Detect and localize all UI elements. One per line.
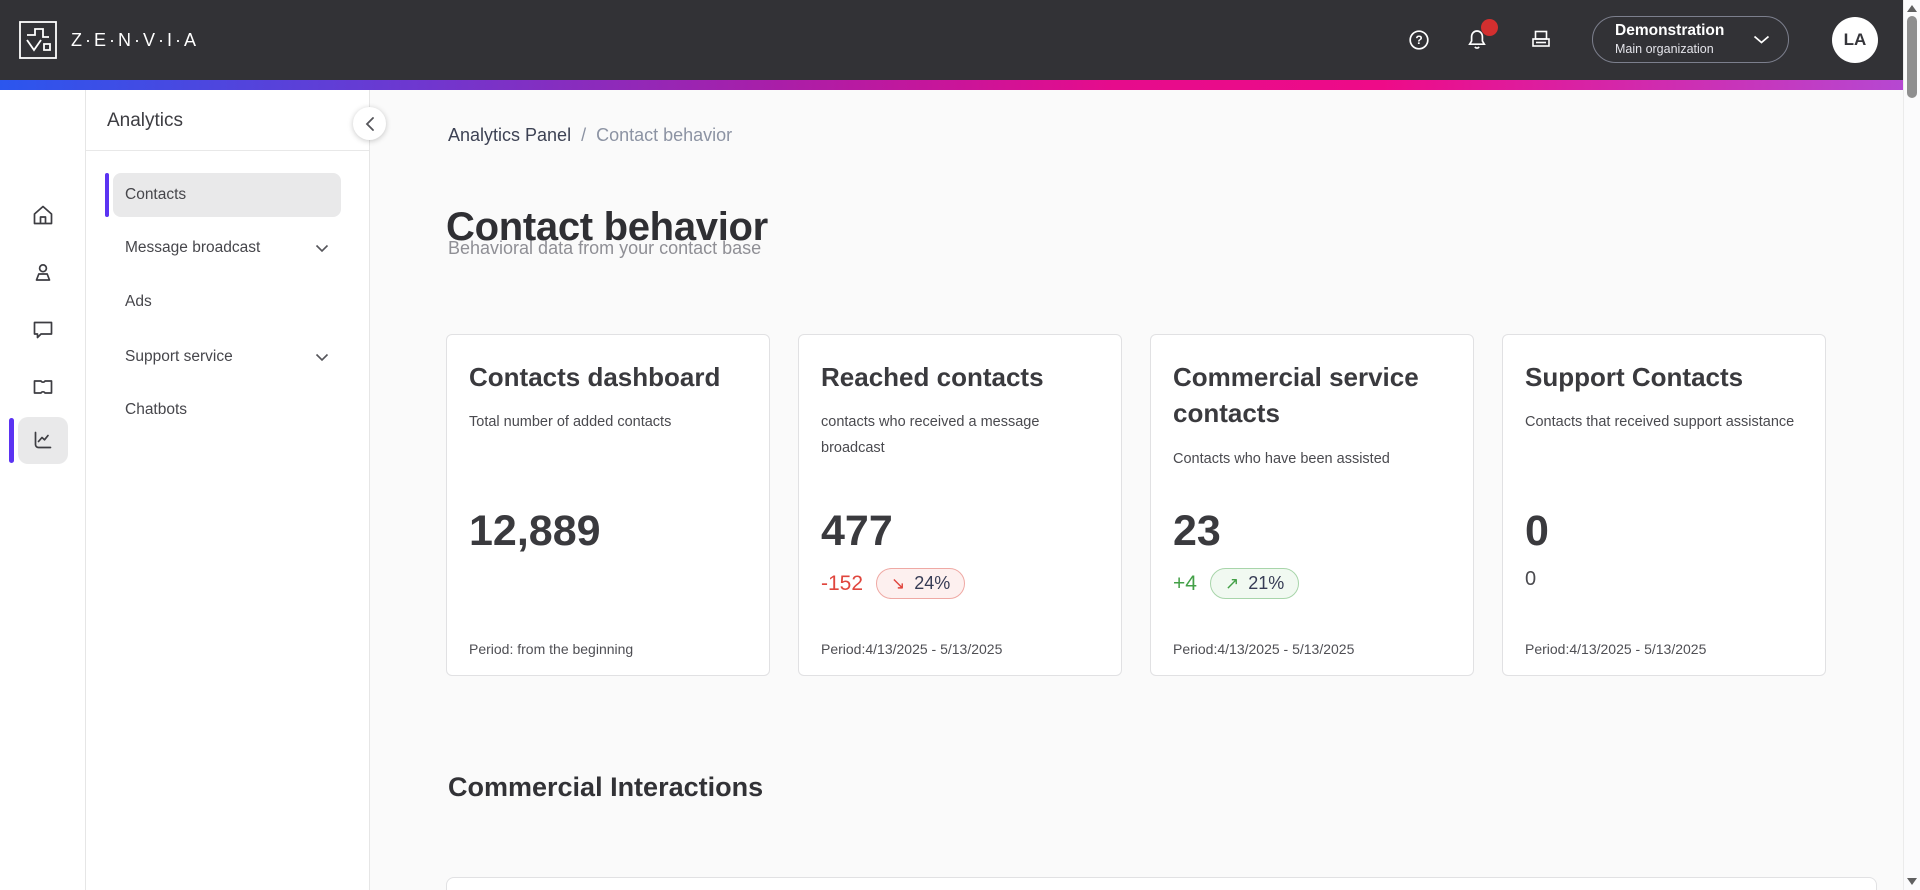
printer-icon	[1528, 27, 1554, 53]
trend-percentage: 21%	[1248, 573, 1285, 593]
scrollbar-down-arrow-icon[interactable]	[1907, 878, 1917, 885]
sidebar-item-label: Support service	[125, 348, 233, 365]
analytics-menu: Analytics Contacts Message broadcast Ads…	[86, 90, 370, 890]
menu-active-indicator	[105, 173, 109, 217]
sidebar-item-label: Contacts	[125, 186, 187, 203]
card-description: contacts who received a message broadcas…	[821, 414, 1040, 457]
organization-labels: Demonstration Main organization	[1615, 21, 1724, 57]
chevron-left-icon	[365, 116, 375, 132]
arrow-down-right-icon: ↘	[891, 573, 906, 593]
card-title: Reached contacts	[821, 362, 1044, 392]
menu-title: Analytics	[107, 110, 184, 131]
scrollbar-up-arrow-icon[interactable]	[1907, 5, 1917, 12]
topbar: Z·E·N·V·I·A ?	[0, 0, 1920, 80]
trend-badge: ↘ 24%	[876, 568, 966, 599]
section-title-commercial-interactions: Commercial Interactions	[448, 772, 764, 803]
rail-active-background	[18, 417, 68, 464]
card-delta-row: -152 ↘ 24%	[821, 568, 966, 599]
chevron-down-icon	[315, 353, 329, 362]
page-title: Contact behavior	[446, 204, 768, 249]
brand: Z·E·N·V·I·A	[18, 0, 199, 80]
card-delta-row: 0	[1525, 568, 1536, 591]
sidebar-item-support-service[interactable]: Support service	[113, 335, 341, 379]
rail-item-conversations[interactable]	[30, 317, 56, 343]
card-period: Period:4/13/2025 - 5/13/2025	[1173, 641, 1355, 657]
icon-rail: ⚙	[0, 90, 86, 890]
organization-name: Demonstration	[1615, 22, 1725, 40]
kpi-card-support-contacts: Support Contacts Contacts that received …	[1502, 334, 1826, 676]
sidebar-item-label: Ads	[125, 293, 152, 310]
card-description: Total number of added contacts	[469, 414, 672, 431]
card-title: Support Contacts	[1525, 362, 1744, 392]
help-button[interactable]: ?	[1400, 21, 1438, 59]
home-icon	[30, 202, 56, 228]
trend-badge: ↗ 21%	[1209, 568, 1300, 599]
breadcrumb-separator: /	[581, 125, 587, 145]
user-icon	[30, 260, 56, 286]
line-chart-icon	[30, 427, 56, 453]
breadcrumb-current: Contact behavior	[596, 125, 733, 145]
ticket-icon	[30, 374, 56, 400]
breadcrumb: Analytics Panel / Contact behavior	[448, 125, 732, 146]
card-value: 477	[821, 507, 893, 555]
card-description: Contacts that received support assistanc…	[1525, 414, 1795, 431]
card-period: Period: from the beginning	[469, 641, 634, 657]
sidebar-item-message-broadcast[interactable]: Message broadcast	[113, 226, 341, 270]
svg-text:?: ?	[1415, 33, 1422, 47]
card-description: Contacts who have been assisted	[1173, 450, 1390, 467]
card-period: Period:4/13/2025 - 5/13/2025	[821, 641, 1003, 657]
trend-percentage: 24%	[914, 573, 951, 593]
page-subtitle: Behavioral data from your contact base	[448, 238, 762, 258]
notifications-button[interactable]	[1458, 19, 1498, 59]
rail-item-analytics[interactable]	[30, 427, 56, 453]
rail-item-home[interactable]	[30, 202, 56, 228]
kpi-card-reached-contacts: Reached contacts contacts who received a…	[798, 334, 1122, 676]
brand-name: Z·E·N·V·I·A	[71, 29, 199, 50]
sidebar-item-contacts[interactable]: Contacts	[113, 173, 341, 217]
organization-switcher[interactable]: Demonstration Main organization	[1592, 16, 1789, 63]
breadcrumb-parent-link[interactable]: Analytics Panel	[448, 125, 572, 145]
delta-value: -152	[821, 571, 864, 595]
chat-icon	[30, 317, 56, 343]
card-title: Contacts dashboard	[469, 362, 721, 392]
sidebar-item-ads[interactable]: Ads	[113, 280, 341, 324]
brand-gradient-bar	[0, 80, 1920, 90]
card-period: Period:4/13/2025 - 5/13/2025	[1525, 641, 1707, 657]
arrow-up-right-icon: ↗	[1224, 573, 1240, 593]
card-delta-row: +4 ↗ 21%	[1173, 568, 1300, 599]
sidebar-item-chatbots[interactable]: Chatbots	[113, 388, 341, 432]
help-icon: ?	[1406, 27, 1432, 53]
card-value: 12,889	[469, 507, 601, 555]
card-value: 0	[1525, 507, 1549, 555]
page-scrollbar[interactable]	[1903, 0, 1920, 890]
rail-active-indicator	[9, 418, 14, 463]
rail-item-contacts[interactable]	[30, 260, 56, 286]
chevron-down-icon	[1753, 35, 1770, 45]
sidebar-item-label: Message broadcast	[125, 239, 261, 256]
kpi-card-commercial-service-contacts: Commercial service contacts Contacts who…	[1150, 334, 1474, 676]
sidebar-item-label: Chatbots	[125, 401, 188, 418]
delta-value: +4	[1173, 571, 1197, 595]
sidebar-collapse-button[interactable]	[353, 107, 386, 140]
card-title: Commercial service contacts	[1173, 362, 1419, 429]
scrollbar-thumb[interactable]	[1907, 16, 1917, 98]
zenvia-logo-icon	[18, 20, 58, 60]
menu-divider	[86, 150, 369, 151]
rail-item-tickets[interactable]	[30, 374, 56, 400]
delta-value: 0	[1525, 568, 1537, 590]
card-value: 23	[1173, 507, 1221, 555]
chevron-down-icon	[315, 244, 329, 253]
commercial-interactions-card	[446, 877, 1877, 890]
user-avatar[interactable]: LA	[1832, 17, 1878, 63]
bell-icon	[1464, 19, 1498, 53]
organization-subtitle: Main organization	[1615, 42, 1714, 57]
notification-dot	[1481, 19, 1498, 36]
kpi-card-contacts-dashboard: Contacts dashboard Total number of added…	[446, 334, 770, 676]
print-button[interactable]	[1522, 21, 1560, 59]
